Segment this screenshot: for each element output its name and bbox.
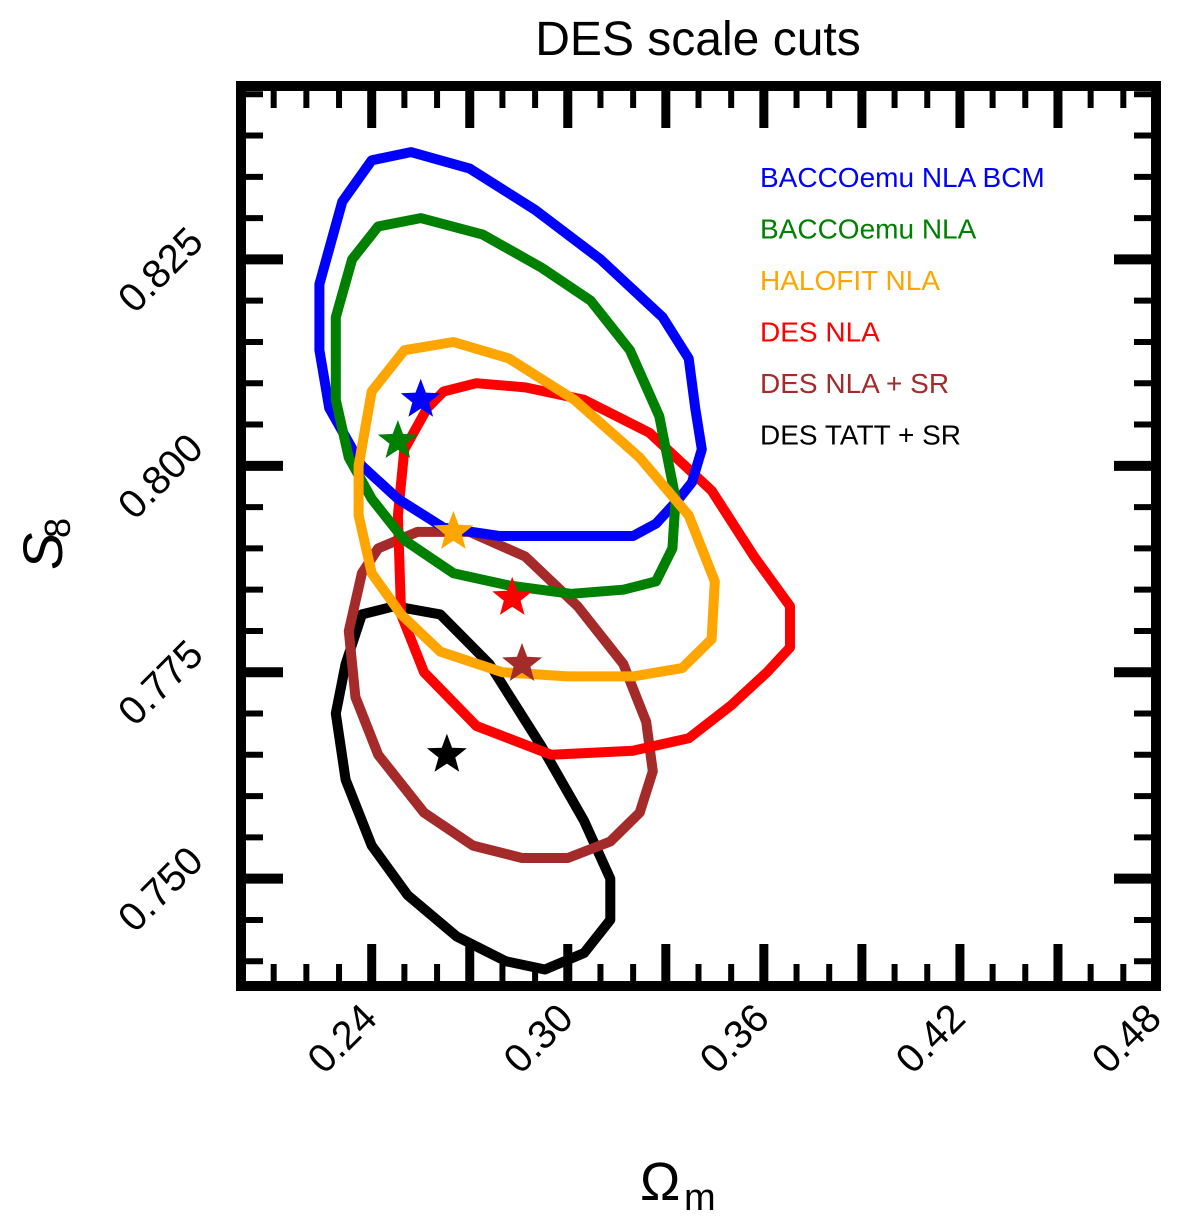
- confidence-contours: [314, 147, 795, 975]
- axis-tick-labels: 0.24 0.30 0.36 0.42 0.48 0.750 0.775 0.800 0.825: [110, 219, 1170, 1082]
- chart-title: DES scale cuts: [535, 13, 860, 66]
- legend-entry: DES NLA: [760, 317, 880, 348]
- x-tick-label: 0.42: [888, 996, 974, 1082]
- y-axis-subscript: 8: [37, 518, 78, 538]
- contour-des-nla: [392, 378, 795, 760]
- best-fit-star-des-nla-sr: [502, 643, 542, 681]
- x-tick-label: 0.24: [299, 996, 385, 1082]
- contour-halofit-nla: [353, 337, 720, 682]
- x-axis-subscript: m: [684, 1177, 716, 1219]
- legend-entry: HALOFIT NLA: [760, 265, 940, 296]
- y-tick-label: 0.800: [110, 426, 212, 528]
- legend-entry: BACCOemu NLA: [760, 214, 977, 245]
- legend-entry: DES TATT + SR: [760, 420, 961, 451]
- x-tick-label: 0.48: [1084, 996, 1170, 1082]
- x-axis-symbol: Ω: [640, 1152, 680, 1212]
- legend-entry: BACCOemu NLA BCM: [760, 162, 1045, 193]
- contour-baccoemu-nla: [330, 213, 681, 599]
- plot-frame: [236, 81, 1161, 991]
- x-axis-label: Ω m: [640, 1152, 716, 1219]
- best-fit-star-des-nla: [492, 576, 533, 615]
- best-fit-star-baccoemu-nla-bcm: [400, 378, 441, 417]
- best-fit-markers: [377, 378, 542, 772]
- y-tick-label: 0.775: [110, 632, 212, 734]
- best-fit-star-baccoemu-nla: [377, 420, 418, 458]
- y-tick-label: 0.750: [110, 839, 212, 941]
- x-tick-label: 0.36: [692, 996, 778, 1082]
- y-tick-label: 0.825: [110, 219, 212, 321]
- legend: BACCOemu NLA BCM BACCOemu NLA HALOFIT NLA D…: [760, 162, 1045, 451]
- x-tick-label: 0.30: [496, 996, 582, 1082]
- contour-baccoemu-nla-bcm: [314, 147, 707, 541]
- y-axis-label: S 8: [11, 518, 78, 570]
- contour-des-tatt-sr: [330, 601, 616, 975]
- y-axis-symbol: S: [11, 533, 74, 570]
- best-fit-star-des-tatt-sr: [426, 733, 467, 772]
- legend-entry: DES NLA + SR: [760, 368, 949, 399]
- best-fit-star-halofit-nla: [433, 510, 474, 549]
